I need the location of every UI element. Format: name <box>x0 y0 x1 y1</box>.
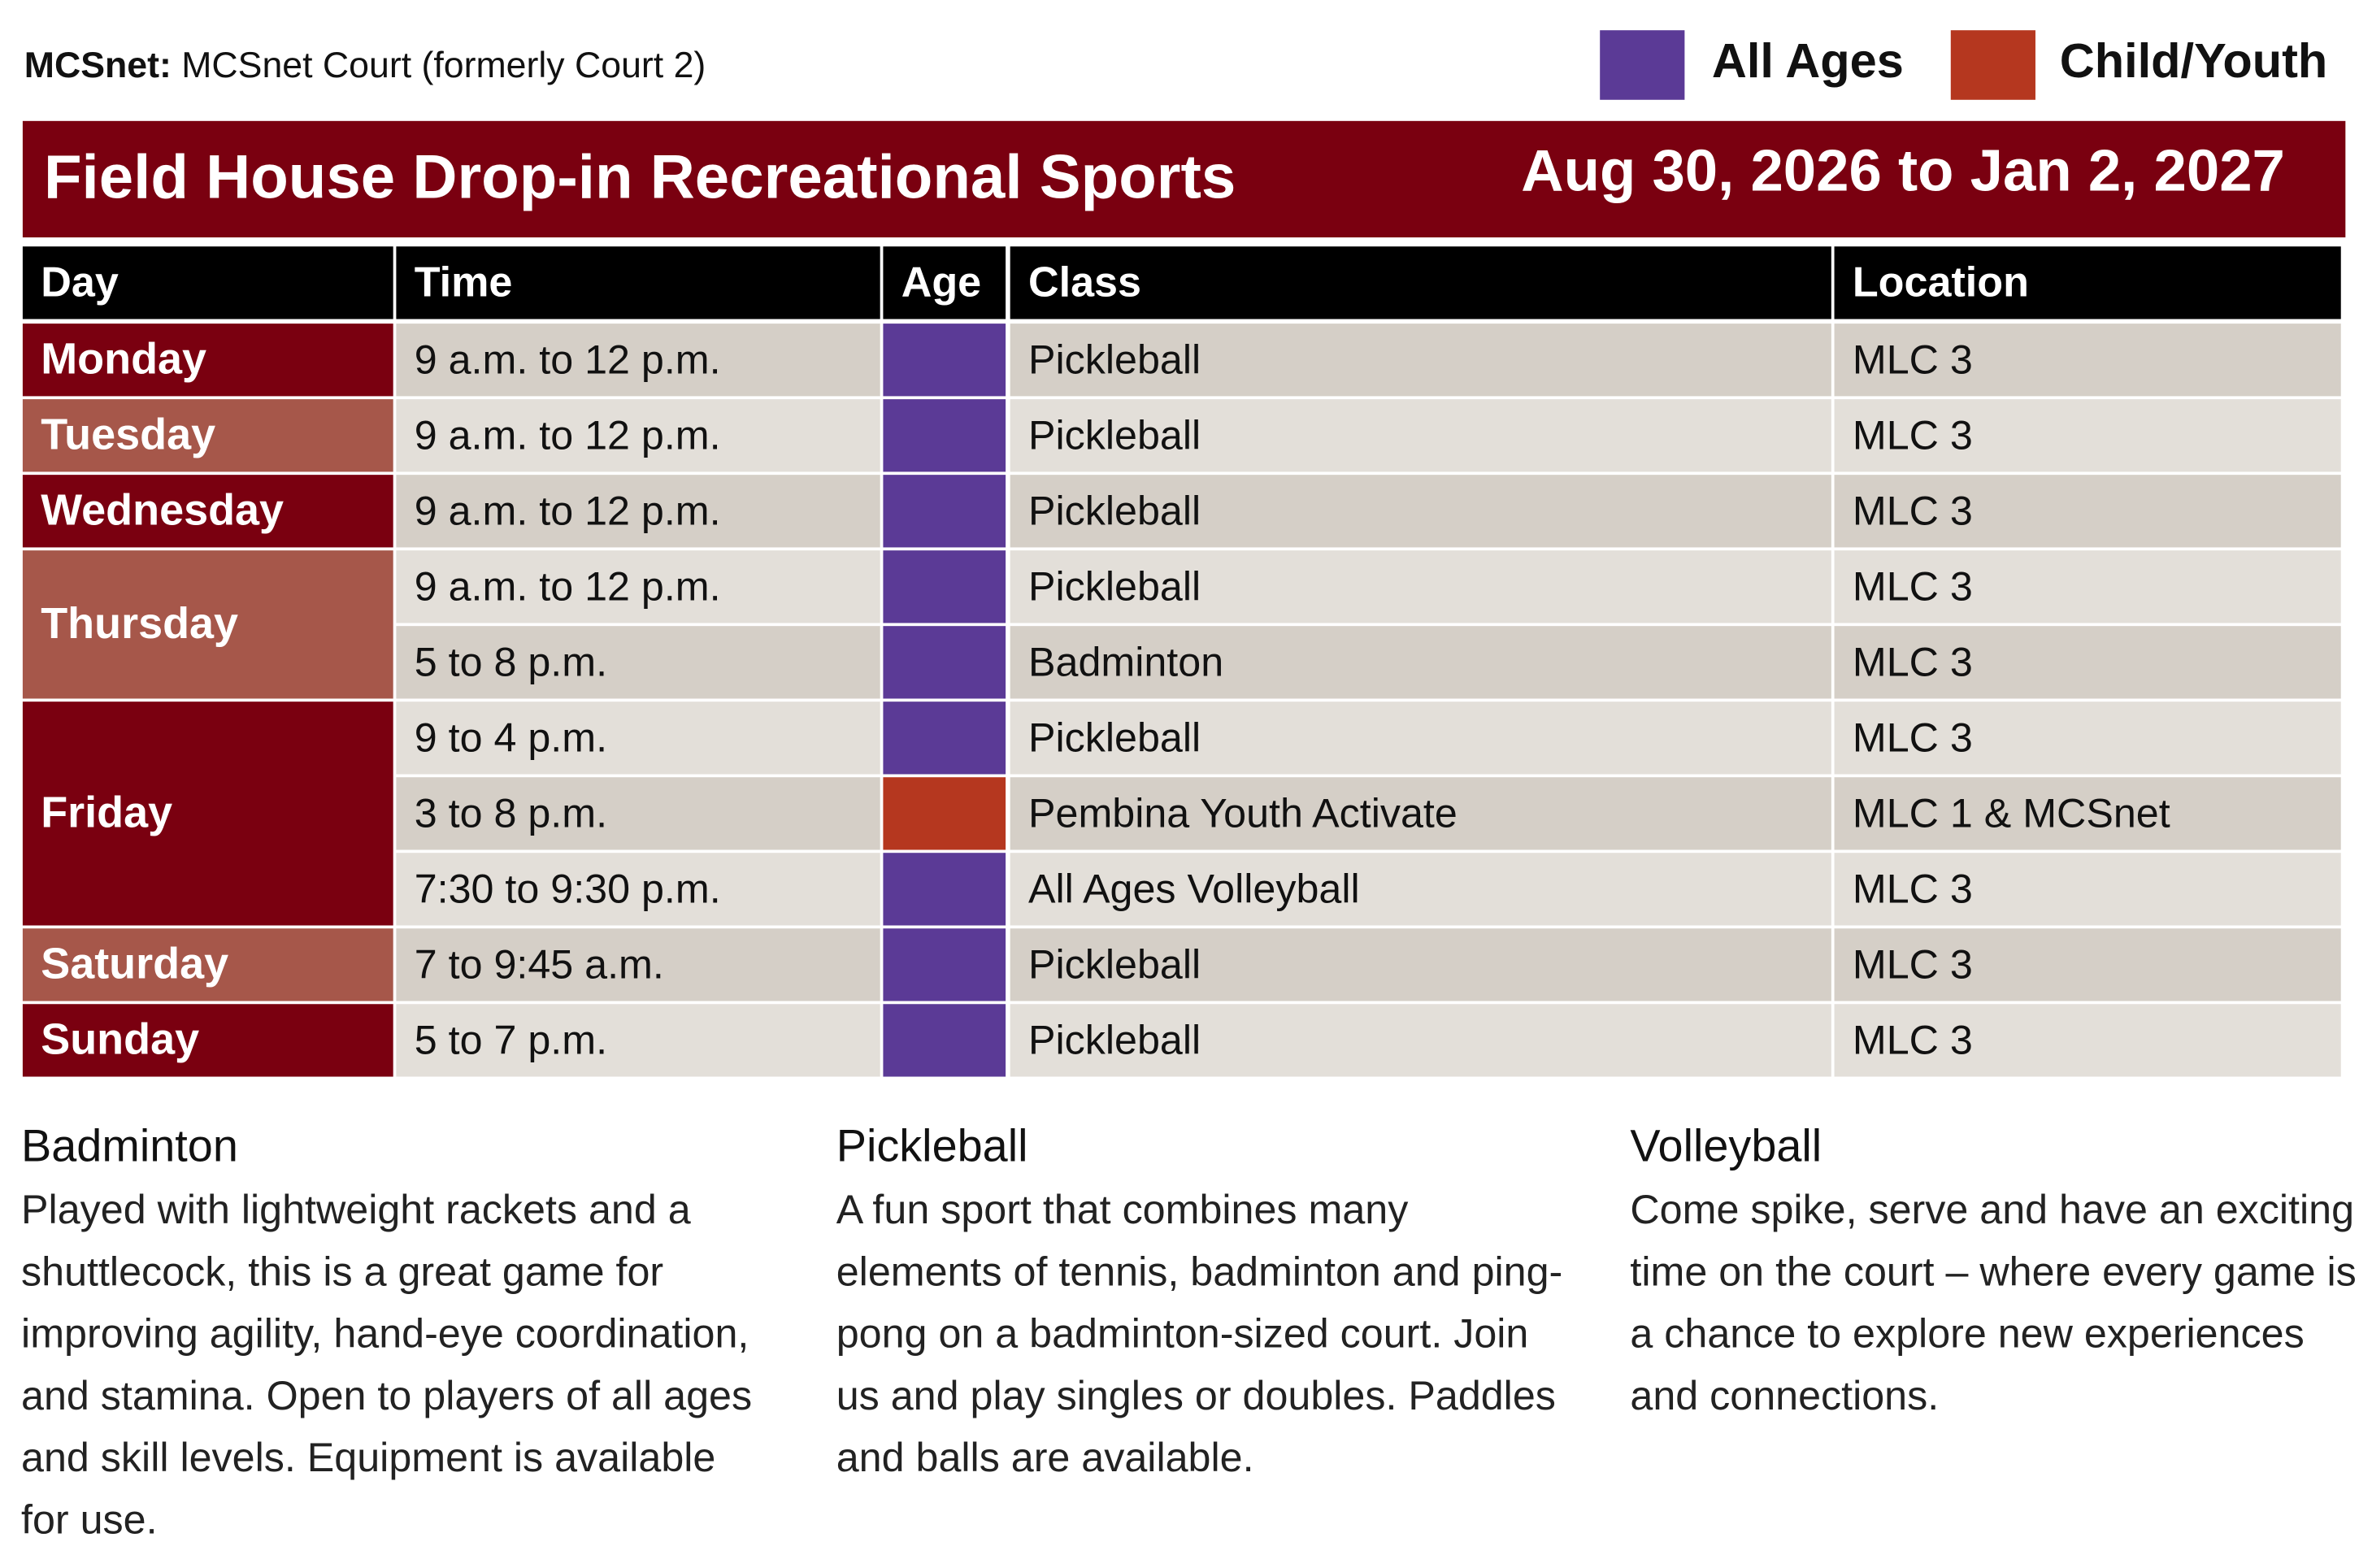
legend-swatch <box>1950 30 2035 100</box>
day-cell: Friday <box>22 701 393 926</box>
class-cell: Pickleball <box>1010 701 1831 775</box>
day-cell: Monday <box>22 324 393 397</box>
age-swatch <box>883 324 1006 397</box>
class-cell: Pickleball <box>1010 324 1831 397</box>
class-cell: Pickleball <box>1010 1004 1831 1077</box>
age-swatch <box>883 399 1006 472</box>
age-swatch <box>883 701 1006 775</box>
class-cell: Pickleball <box>1010 928 1831 1001</box>
location-cell: MLC 3 <box>1834 324 2341 397</box>
description-title: Badminton <box>21 1122 238 1172</box>
legend-swatch <box>1600 30 1685 100</box>
time-cell: 9 a.m. to 12 p.m. <box>396 399 880 472</box>
column-header: Day <box>22 246 393 319</box>
location-cell: MLC 1 & MCSnet <box>1834 777 2341 850</box>
class-cell: Pickleball <box>1010 399 1831 472</box>
banner-title: Field House Drop-in Recreational Sports <box>43 141 1236 212</box>
banner: Field House Drop-in Recreational Sports … <box>22 120 2346 238</box>
age-swatch <box>883 475 1006 548</box>
time-cell: 9 a.m. to 12 p.m. <box>396 550 880 623</box>
location-cell: MLC 3 <box>1834 550 2341 623</box>
time-cell: 7 to 9:45 a.m. <box>396 928 880 1001</box>
location-cell: MLC 3 <box>1834 626 2341 699</box>
legend-label: All Ages <box>1711 33 1904 88</box>
age-swatch <box>883 777 1006 850</box>
description-text: Come spike, serve and have an exciting t… <box>1630 1187 2357 1418</box>
time-cell: 9 a.m. to 12 p.m. <box>396 324 880 397</box>
location-cell: MLC 3 <box>1834 475 2341 548</box>
banner-dates: Aug 30, 2026 to Jan 2, 2027 <box>1521 139 2285 205</box>
day-cell: Sunday <box>22 1004 393 1077</box>
day-cell: Tuesday <box>22 399 393 472</box>
class-cell: Pembina Youth Activate <box>1010 777 1831 850</box>
location-cell: MLC 3 <box>1834 399 2341 472</box>
header-label: MCSnet: <box>24 45 172 87</box>
age-swatch <box>883 853 1006 926</box>
class-cell: Pickleball <box>1010 475 1831 548</box>
column-header: Time <box>396 246 880 319</box>
description-title: Volleyball <box>1630 1122 1822 1172</box>
location-cell: MLC 3 <box>1834 928 2341 1001</box>
description: Badminton Played with lightweight rackets… <box>21 1122 762 1551</box>
time-cell: 3 to 8 p.m. <box>396 777 880 850</box>
description-text: Played with lightweight rackets and a sh… <box>21 1187 753 1543</box>
legend-label: Child/Youth <box>2059 33 2328 88</box>
location-cell: MLC 3 <box>1834 1004 2341 1077</box>
header: MCSnet: MCSnet Court (formerly Court 2) <box>24 46 706 88</box>
class-cell: Badminton <box>1010 626 1831 699</box>
time-cell: 7:30 to 9:30 p.m. <box>396 853 880 926</box>
time-cell: 5 to 8 p.m. <box>396 626 880 699</box>
time-cell: 9 a.m. to 12 p.m. <box>396 475 880 548</box>
age-swatch <box>883 626 1006 699</box>
class-cell: Pickleball <box>1010 550 1831 623</box>
day-cell: Saturday <box>22 928 393 1001</box>
location-cell: MLC 3 <box>1834 701 2341 775</box>
age-swatch <box>883 1004 1006 1077</box>
header-text: MCSnet Court (formerly Court 2) <box>181 45 706 87</box>
age-swatch <box>883 928 1006 1001</box>
class-cell: All Ages Volleyball <box>1010 853 1831 926</box>
day-cell: Thursday <box>22 550 393 699</box>
column-header: Location <box>1834 246 2341 319</box>
description: Pickleball A fun sport that combines many… <box>836 1122 1578 1489</box>
description-title: Pickleball <box>836 1122 1028 1172</box>
time-cell: 5 to 7 p.m. <box>396 1004 880 1077</box>
description: Volleyball Come spike, serve and have an … <box>1630 1122 2359 1427</box>
age-swatch <box>883 550 1006 623</box>
day-cell: Wednesday <box>22 475 393 548</box>
location-cell: MLC 3 <box>1834 853 2341 926</box>
time-cell: 9 to 4 p.m. <box>396 701 880 775</box>
description-text: A fun sport that combines many elements … <box>836 1187 1563 1481</box>
column-header: Class <box>1010 246 1831 319</box>
column-header: Age <box>883 246 1006 319</box>
